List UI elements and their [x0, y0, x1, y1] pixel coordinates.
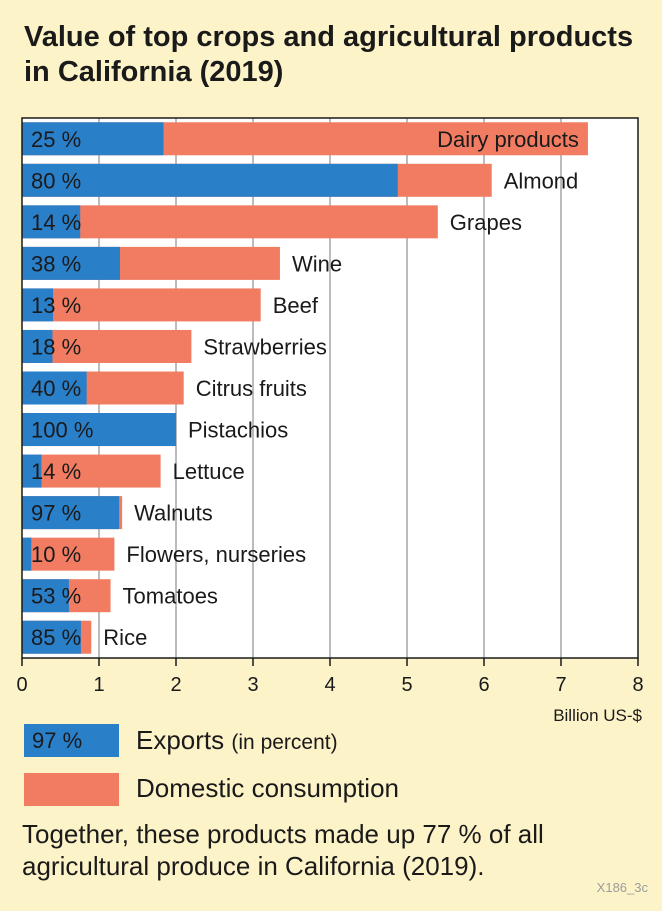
- x-tick-label: 3: [247, 674, 258, 696]
- x-tick-label: 4: [324, 674, 335, 696]
- bar-exports: [22, 371, 87, 405]
- legend-swatch-exports: 97 %: [24, 724, 119, 757]
- bar-exports: [22, 620, 81, 654]
- export-share-label: 38 %: [31, 251, 81, 276]
- category-label: Rice: [103, 625, 147, 650]
- x-tick-label: 6: [478, 674, 489, 696]
- bar-exports: [22, 205, 81, 239]
- bar-exports: [22, 413, 176, 447]
- category-label: Grapes: [450, 210, 522, 235]
- category-label: Dairy products: [437, 127, 579, 152]
- bar-domestic: [22, 205, 438, 239]
- export-share-label: 13 %: [31, 293, 81, 318]
- export-share-label: 85 %: [31, 625, 81, 650]
- x-tick-label: 2: [170, 674, 181, 696]
- export-share-label: 10 %: [31, 542, 81, 567]
- bar-exports: [22, 163, 398, 197]
- bar-exports: [22, 537, 32, 571]
- category-label: Almond: [504, 168, 579, 193]
- bar-domestic: [22, 537, 115, 571]
- legend-swatch-exports-label: 97 %: [32, 727, 83, 753]
- category-label: Citrus fruits: [196, 376, 307, 401]
- category-label: Tomatoes: [123, 584, 218, 609]
- bar-exports: [22, 288, 54, 322]
- bar-exports: [22, 579, 69, 613]
- export-share-label: 40 %: [31, 376, 81, 401]
- export-share-label: 97 %: [31, 501, 81, 526]
- category-label: Pistachios: [188, 418, 288, 443]
- export-share-label: 53 %: [31, 584, 81, 609]
- x-axis-label: Billion US-$: [553, 706, 642, 725]
- x-tick-label: 5: [401, 674, 412, 696]
- category-label: Beef: [273, 293, 319, 318]
- legend-domestic-label: Domestic consumption: [136, 773, 399, 803]
- legend-exports-label: Exports: [136, 725, 225, 755]
- chart-title: Value of top crops and agricultural prod…: [24, 21, 634, 88]
- x-tick-label: 7: [555, 674, 566, 696]
- figure-code: X186_3c: [596, 880, 648, 895]
- category-label: Lettuce: [173, 459, 245, 484]
- category-label: Strawberries: [203, 334, 326, 359]
- export-share-label: 14 %: [31, 459, 81, 484]
- bar-exports: [22, 496, 120, 530]
- x-tick-label: 8: [632, 674, 643, 696]
- category-label: Flowers, nurseries: [126, 542, 306, 567]
- legend-exports-text: Exports (in percent): [136, 725, 338, 756]
- footnote: Together, these products made up 77 % of…: [22, 819, 544, 881]
- x-tick-label: 1: [93, 674, 104, 696]
- export-share-label: 100 %: [31, 418, 93, 443]
- bar-exports: [22, 454, 42, 488]
- legend-exports-sub: (in percent): [231, 731, 338, 754]
- category-label: Walnuts: [134, 501, 213, 526]
- export-share-label: 25 %: [31, 127, 81, 152]
- export-share-label: 18 %: [31, 334, 81, 359]
- bar-exports: [22, 246, 121, 280]
- x-tick-label: 0: [16, 674, 27, 696]
- bar-domestic: [22, 454, 161, 488]
- category-label: Wine: [292, 251, 342, 276]
- legend-swatch-domestic: [24, 773, 119, 806]
- export-share-label: 80 %: [31, 168, 81, 193]
- x-axis: 0 1 2 3 4 5 6 7 8: [16, 658, 644, 696]
- bar-exports: [22, 329, 53, 363]
- bar-exports: [22, 122, 164, 156]
- export-share-label: 14 %: [31, 210, 81, 235]
- bars: 25 % Dairy products 80 % Almond 14 % Grapes 38…: [22, 122, 588, 654]
- bar-domestic: [22, 288, 261, 322]
